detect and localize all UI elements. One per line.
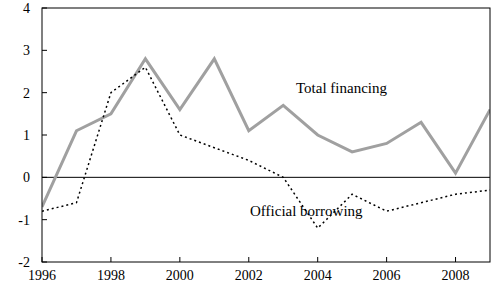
x-tick [179, 257, 180, 262]
y-tick [42, 92, 47, 93]
plot-lines [42, 59, 490, 228]
x-tick-label: 2002 [235, 268, 263, 283]
x-tick-label: 1998 [97, 268, 125, 283]
y-tick-label: -1 [18, 213, 30, 228]
x-tick [317, 257, 318, 262]
y-tick-label: 0 [23, 170, 30, 185]
series-line [42, 67, 490, 228]
y-tick-label: 2 [23, 86, 30, 101]
y-tick-label: 3 [23, 43, 30, 58]
series-label: Total financing [296, 80, 388, 96]
series-label: Official borrowing [250, 203, 363, 219]
y-tick [42, 135, 47, 136]
y-tick-label: 1 [23, 128, 30, 143]
zero-line [42, 177, 490, 178]
x-tick-label: 1996 [28, 268, 56, 283]
chart-container: -2-1012341996199820002002200420062008Tot… [0, 0, 500, 288]
x-tick-label: 2008 [442, 268, 470, 283]
y-tick [42, 50, 47, 51]
x-tick-label: 2000 [166, 268, 194, 283]
x-tick-label: 2004 [304, 268, 332, 283]
x-tick-label: 2006 [373, 268, 401, 283]
chart-svg: -2-1012341996199820002002200420062008Tot… [0, 0, 500, 288]
x-tick [110, 257, 111, 262]
y-tick [42, 177, 47, 178]
x-tick [455, 257, 456, 262]
x-tick [248, 257, 249, 262]
y-tick [42, 219, 47, 220]
series-line [42, 59, 490, 207]
x-tick [386, 257, 387, 262]
plot-frame [42, 8, 490, 262]
y-tick-label: 4 [23, 1, 30, 16]
